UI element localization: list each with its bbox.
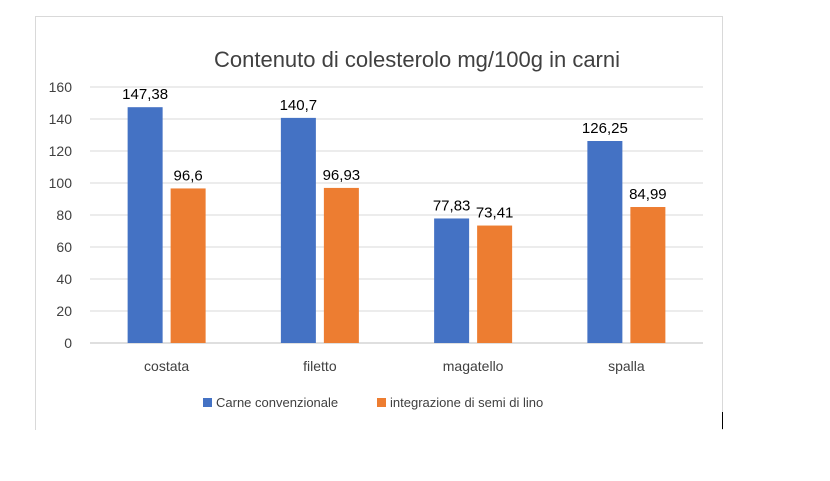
y-tick-label: 0 xyxy=(64,335,72,351)
x-tick-label: spalla xyxy=(608,358,645,374)
bar-semi-di-lino xyxy=(477,225,513,343)
legend-label: integrazione di semi di lino xyxy=(390,395,543,410)
x-tick-label: costata xyxy=(144,358,189,374)
bar-semi-di-lino xyxy=(630,207,666,343)
data-labels: 147,38 96,6 140,7 96,93 77,83 73,41 126,25 84,9… xyxy=(122,86,666,221)
bar-carne-convenzionale xyxy=(127,107,163,343)
data-label: 77,83 xyxy=(433,197,471,214)
y-tick-label: 120 xyxy=(49,143,73,159)
bar-carne-convenzionale xyxy=(280,117,316,343)
y-tick-label: 100 xyxy=(49,175,73,191)
data-label: 96,93 xyxy=(323,167,361,184)
y-tick-label: 80 xyxy=(56,207,72,223)
data-label: 126,25 xyxy=(582,120,628,137)
x-tick-label: magatello xyxy=(443,358,504,374)
data-label: 147,38 xyxy=(122,86,168,103)
chart-frame xyxy=(35,16,723,430)
data-label: 140,7 xyxy=(280,97,318,114)
chart-title: Contenuto di colesterolo mg/100g in carn… xyxy=(214,47,620,72)
legend-swatch xyxy=(377,398,386,407)
bar-semi-di-lino xyxy=(170,188,206,343)
bar-semi-di-lino xyxy=(323,187,359,343)
legend: Carne convenzionale integrazione di semi … xyxy=(203,395,543,410)
bars xyxy=(127,107,666,343)
y-tick-label: 140 xyxy=(49,111,73,127)
y-tick-label: 20 xyxy=(56,303,72,319)
x-axis: costata filetto magatello spalla xyxy=(144,358,645,374)
data-label: 73,41 xyxy=(476,205,514,222)
y-axis: 0 20 40 60 80 100 120 140 160 xyxy=(49,79,73,351)
x-tick-label: filetto xyxy=(303,358,337,374)
y-tick-label: 160 xyxy=(49,79,73,95)
data-label: 84,99 xyxy=(629,186,667,203)
y-tick-label: 40 xyxy=(56,271,72,287)
bar-carne-convenzionale xyxy=(587,141,623,343)
data-label: 96,6 xyxy=(174,167,203,184)
bar-carne-convenzionale xyxy=(434,218,470,343)
legend-label: Carne convenzionale xyxy=(216,395,338,410)
legend-swatch xyxy=(203,398,212,407)
y-tick-label: 60 xyxy=(56,239,72,255)
text-cursor xyxy=(722,412,723,429)
